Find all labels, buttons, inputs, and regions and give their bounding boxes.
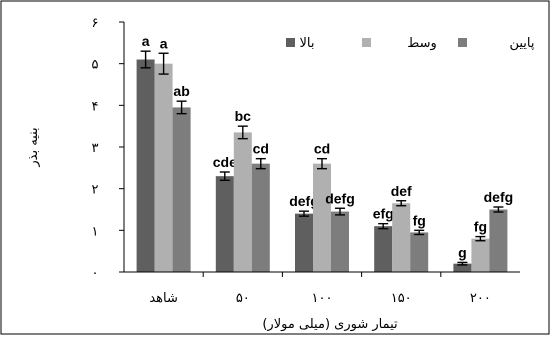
y-tick-label: ۲ — [92, 183, 99, 198]
significance-label: a — [142, 33, 150, 49]
y-axis-title: بنیه بذر — [26, 127, 41, 167]
legend-swatch — [458, 38, 467, 47]
significance-label: fg — [413, 212, 426, 228]
legend-swatch — [286, 38, 295, 47]
y-axis: ۰ ۱ ۲ ۳ ۴ ۵ ۶ — [92, 16, 125, 281]
bar — [313, 163, 331, 272]
bar — [453, 263, 472, 272]
x-axis-title: تیمار شوری (میلی مولار) — [262, 317, 398, 332]
bar — [172, 107, 191, 273]
x-tick-label: ۱۵۰ — [391, 291, 412, 306]
significance-label: defg — [289, 193, 319, 209]
bar — [374, 226, 393, 272]
x-tick-label: ۱۰۰ — [312, 291, 333, 306]
significance-label: cd — [253, 141, 269, 157]
bar — [331, 211, 349, 272]
bar — [295, 213, 313, 272]
significance-label: defg — [484, 189, 514, 205]
y-tick-label: ۵ — [92, 58, 99, 73]
x-tick-label: ۵۰ — [236, 291, 250, 306]
x-tick-label: ۲۰۰ — [470, 291, 491, 306]
legend-label: وسط — [407, 36, 437, 51]
bar — [154, 63, 173, 272]
legend-swatch — [362, 38, 371, 47]
legend-label: بالا — [300, 36, 315, 51]
significance-label: cd — [314, 141, 330, 157]
y-tick-label: ۳ — [92, 141, 99, 156]
bar — [489, 209, 508, 272]
bar — [215, 176, 234, 272]
bar — [471, 238, 490, 272]
significance-label: fg — [474, 219, 487, 235]
significance-label: ab — [173, 83, 189, 99]
x-tick-label: شاهد — [149, 291, 178, 306]
legend: بالا وسط پایین — [286, 36, 535, 51]
bar — [136, 59, 155, 272]
y-tick-label: ۴ — [92, 99, 99, 114]
legend-label: پایین — [509, 36, 534, 51]
bar — [233, 132, 252, 272]
y-tick-label: ۱ — [92, 224, 99, 239]
significance-label: defg — [325, 190, 355, 206]
significance-label: a — [160, 35, 168, 51]
bar — [410, 232, 429, 272]
significance-label: def — [391, 183, 412, 199]
significance-label: cde — [213, 154, 237, 170]
y-tick-label: ۶ — [92, 16, 99, 31]
significance-label: efg — [373, 206, 394, 222]
bar — [251, 163, 270, 272]
significance-label: g — [458, 244, 467, 260]
significance-label: bc — [235, 108, 252, 124]
x-axis: شاهد ۵۰ ۱۰۰ ۱۵۰ ۲۰۰ — [124, 271, 520, 306]
y-tick-label: ۰ — [92, 266, 99, 281]
bar — [392, 203, 411, 272]
